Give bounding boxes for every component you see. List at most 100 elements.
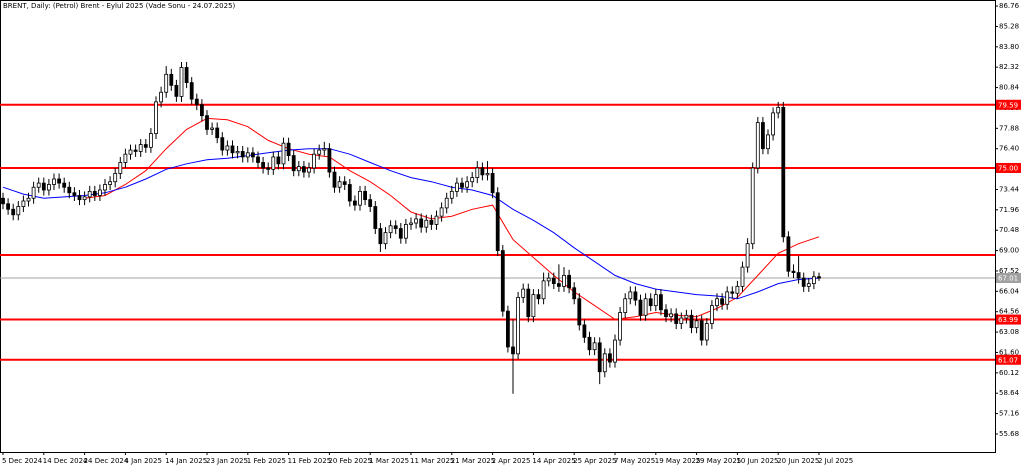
candle-body [710,305,714,324]
x-tick-label: 25 Apr 2025 [573,457,616,465]
candle-body [766,134,770,150]
candle-body [465,181,470,188]
candle-body [812,276,816,285]
candle-body [393,225,398,229]
y-tick-label: 80.84 [999,84,1020,92]
candle-body [730,291,735,294]
x-tick-label: 7 May 2025 [614,457,655,465]
candle-body [256,156,260,163]
candle-body [454,182,459,192]
candle-body [633,291,638,301]
candle-body [786,236,791,272]
candle-body [505,310,510,348]
candle-body [159,91,164,103]
candle-body [261,162,266,169]
candle-body [817,276,821,279]
x-tick-label: 24 Dec 2024 [84,457,129,465]
candle-body [266,167,271,170]
candle-body [740,266,745,287]
candle-body [750,167,755,245]
candle-body [347,184,352,202]
candle-body [133,149,138,152]
candle-body [781,106,786,238]
candle-body [725,291,730,305]
candle-body [704,323,709,341]
candle-body [52,178,56,185]
y-tick-label: 61.60 [999,348,1019,356]
candle-body [526,288,531,318]
candle-body [291,155,296,172]
candle-body [602,353,607,373]
candle-body [755,122,760,169]
level-label-box [996,99,1021,110]
candle-body [439,207,444,217]
candle-body [16,206,21,216]
candle-body [490,173,495,194]
candle-body [128,149,133,155]
candle-body [460,182,464,188]
y-tick-label: 83.80 [999,43,1019,51]
level-label-box [996,162,1021,173]
candle-body [123,153,128,163]
candle-body [470,177,475,183]
candle-body [230,145,235,154]
candle-body [531,294,536,318]
candle-body [776,106,781,114]
candle-body [21,200,26,207]
candle-body [179,67,184,97]
candle-body [699,320,704,341]
candle-body [653,294,658,307]
y-tick-label: 70.48 [999,226,1019,234]
candle-body [715,298,719,307]
candle-body [597,342,602,373]
candle-body [72,192,77,196]
y-tick-label: 58.64 [999,389,1020,397]
candle-body [623,298,628,313]
candle-body [286,142,291,156]
y-tick-label: 67.52 [999,267,1019,275]
candle-body [613,339,617,363]
y-tick-label: 60.12 [999,369,1019,377]
candle-body [312,153,317,169]
candle-body [337,181,342,188]
candle-body [245,152,250,158]
x-tick-label: 14 Apr 2025 [532,457,575,465]
candle-body [82,196,87,201]
candle-body [154,101,158,134]
candle-body [572,287,577,300]
y-tick-label: 82.32 [999,63,1019,71]
y-tick-label: 57.16 [999,410,1020,418]
candle-body [429,219,434,225]
candle-body [669,313,673,318]
candle-body [745,243,750,268]
candle-body [352,200,357,206]
candle-body [791,270,796,274]
candle-body [516,296,520,355]
candle-body [551,277,556,285]
candle-body [398,228,403,239]
candle-body [388,225,393,234]
candle-body [220,137,225,151]
x-tick-label: 14 Jan 2025 [165,457,207,465]
candle-body [587,336,592,351]
x-tick-label: 4 Jan 2025 [124,457,162,465]
candle-body [184,67,189,84]
candle-body [409,222,413,225]
candle-body [735,285,740,294]
x-tick-label: 20 Feb 2025 [328,457,372,465]
candle-body [67,186,72,194]
candle-body [618,312,622,341]
candle-body [342,181,347,185]
candle-body [592,342,597,351]
y-tick-label: 64.56 [999,308,1020,316]
candle-body [485,173,490,176]
candle-body [148,133,153,148]
candle-body [169,73,174,86]
candle-body [103,184,107,191]
x-tick-label: 23 Jan 2025 [206,457,248,465]
candle-body [378,228,383,245]
candle-body [271,156,276,170]
candle-body [419,218,424,228]
level-label: 61.07 [998,356,1018,364]
